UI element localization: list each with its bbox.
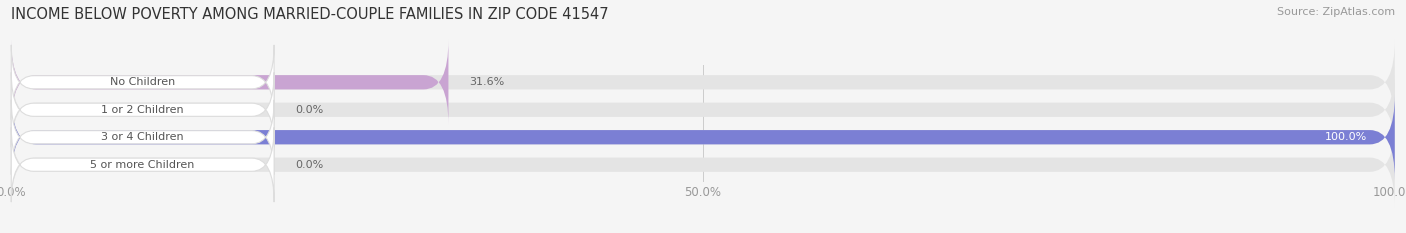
Text: 0.0%: 0.0%	[295, 105, 323, 115]
Text: 0.0%: 0.0%	[295, 160, 323, 170]
FancyBboxPatch shape	[11, 40, 1395, 125]
Text: 31.6%: 31.6%	[470, 77, 505, 87]
FancyBboxPatch shape	[11, 45, 274, 120]
FancyBboxPatch shape	[11, 127, 274, 202]
Text: 1 or 2 Children: 1 or 2 Children	[101, 105, 184, 115]
Text: 5 or more Children: 5 or more Children	[90, 160, 195, 170]
FancyBboxPatch shape	[11, 95, 1395, 180]
FancyBboxPatch shape	[11, 40, 449, 125]
FancyBboxPatch shape	[11, 67, 1395, 152]
Text: 3 or 4 Children: 3 or 4 Children	[101, 132, 184, 142]
Text: Source: ZipAtlas.com: Source: ZipAtlas.com	[1277, 7, 1395, 17]
FancyBboxPatch shape	[11, 100, 274, 175]
Text: INCOME BELOW POVERTY AMONG MARRIED-COUPLE FAMILIES IN ZIP CODE 41547: INCOME BELOW POVERTY AMONG MARRIED-COUPL…	[11, 7, 609, 22]
Text: No Children: No Children	[110, 77, 176, 87]
FancyBboxPatch shape	[11, 95, 1395, 180]
FancyBboxPatch shape	[11, 122, 1395, 207]
FancyBboxPatch shape	[11, 72, 274, 147]
Text: 100.0%: 100.0%	[1324, 132, 1367, 142]
